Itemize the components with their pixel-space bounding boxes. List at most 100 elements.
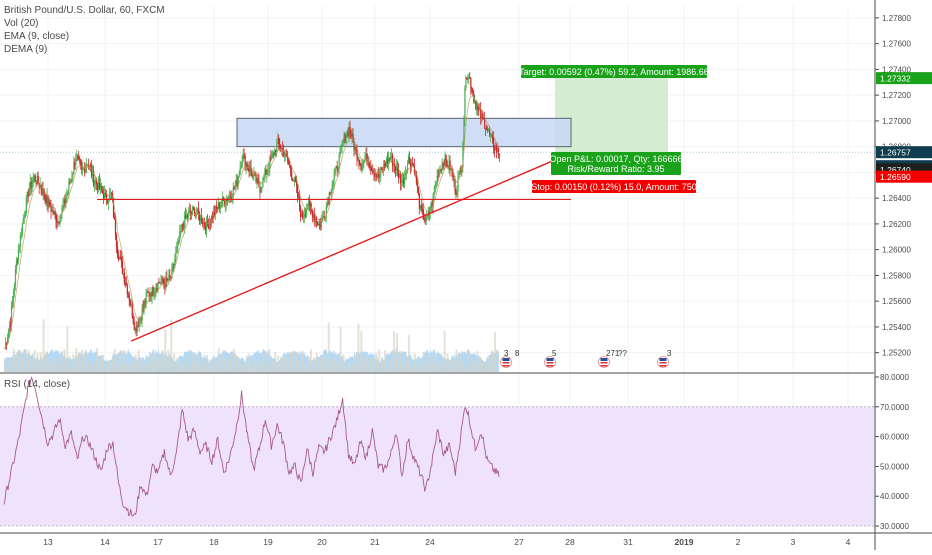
candle-body — [440, 169, 442, 171]
candle-body — [145, 292, 147, 304]
symbol-title[interactable]: British Pound/U.S. Dollar, 60, FXCM — [4, 5, 165, 16]
candle-body — [463, 119, 465, 144]
volume-bar — [250, 365, 253, 372]
volume-indicator-label[interactable]: Vol (20) — [4, 18, 39, 29]
candle-body — [367, 160, 369, 162]
candle-body — [298, 196, 300, 198]
candle-body — [290, 165, 292, 172]
candle-body — [293, 180, 295, 182]
candle-body — [102, 190, 104, 194]
event-flag-icon[interactable] — [657, 356, 669, 368]
candle-body — [340, 146, 342, 149]
event-markers[interactable]: 3 8 5 271?? 3 — [500, 349, 673, 368]
candle-body — [434, 186, 436, 193]
candle-body — [158, 282, 160, 283]
candle-body — [413, 165, 416, 173]
volume-bar — [113, 349, 116, 372]
candle-body — [308, 201, 311, 205]
time-tick-label: 17 — [153, 537, 163, 547]
volume-bar — [155, 354, 158, 372]
candle-body — [96, 180, 98, 185]
volume-bar — [167, 349, 170, 372]
event-flag-icon[interactable] — [598, 356, 610, 368]
volume-bar — [173, 353, 176, 372]
volume-bar — [416, 359, 419, 372]
volume-bar — [15, 352, 18, 372]
volume-bar — [280, 356, 283, 372]
candle-body — [5, 343, 8, 345]
candle-body — [417, 186, 420, 194]
candle-body — [137, 325, 139, 327]
candle-body — [330, 190, 332, 195]
candle-body — [481, 113, 483, 119]
candle-body — [36, 175, 38, 184]
candle-body — [255, 174, 257, 183]
volume-bar — [66, 326, 69, 372]
event-flag-icon[interactable] — [500, 356, 512, 368]
stop-price-tag-bg — [876, 170, 932, 183]
volume-bar — [81, 349, 84, 372]
volume-bar — [247, 353, 250, 372]
candle-body — [361, 166, 363, 170]
candle-body — [114, 218, 117, 236]
candles — [3, 72, 501, 350]
time-tick-label: 28 — [565, 537, 575, 547]
event-flag-icon[interactable] — [544, 356, 556, 368]
candle-body — [233, 187, 235, 190]
volume-bar — [194, 361, 197, 372]
volume-bar — [369, 358, 372, 372]
candle-body — [477, 106, 479, 109]
candle-body — [72, 172, 74, 177]
volume-bar — [440, 360, 443, 372]
candle-body — [67, 190, 69, 194]
candle-body — [472, 91, 474, 94]
volume-bar — [200, 365, 203, 372]
candle-body — [234, 186, 236, 190]
candle-body — [464, 88, 466, 120]
candle-body — [441, 163, 443, 171]
volume-bar — [42, 319, 45, 372]
candle-body — [19, 234, 22, 247]
candle-body — [424, 220, 426, 222]
dema-indicator-label[interactable]: DEMA (9) — [4, 44, 48, 55]
candle-body — [240, 167, 242, 168]
ema-indicator-label[interactable]: EMA (9, close) — [4, 31, 70, 42]
volume-bar — [90, 364, 93, 372]
candle-body — [211, 216, 214, 220]
candle-body — [32, 179, 34, 184]
candle-body — [262, 177, 264, 187]
rsi-tick-label: 60.0000 — [880, 433, 909, 442]
candle-body — [279, 144, 281, 149]
volume-bar — [202, 363, 205, 372]
volume-bar — [21, 357, 24, 372]
candle-body — [89, 165, 91, 167]
volume-bar — [455, 349, 458, 372]
volume-bar — [99, 358, 102, 372]
candle-body — [187, 215, 189, 217]
candle-body — [152, 287, 154, 296]
volume-bar — [134, 354, 137, 372]
candle-body — [267, 169, 269, 172]
rsi-indicator-label[interactable]: RSI (14, close) — [4, 379, 71, 390]
candle-body — [436, 176, 438, 185]
volume-bar — [170, 319, 173, 372]
volume-bar — [140, 357, 143, 372]
candle-body — [378, 172, 380, 179]
candle-body — [362, 162, 364, 167]
candle-body — [437, 176, 439, 178]
candle-body — [444, 155, 446, 166]
volume-bar — [128, 362, 131, 372]
candle-body — [259, 187, 261, 193]
candle-body — [337, 168, 339, 172]
target-price-tag-bg — [876, 72, 932, 85]
candle-body — [116, 246, 119, 255]
candle-body — [419, 205, 421, 209]
candle-body — [181, 224, 183, 231]
candle-body — [98, 180, 100, 190]
volume-bar — [482, 363, 485, 372]
candle-body — [314, 218, 317, 220]
candle-body — [195, 213, 197, 217]
candle-body — [399, 173, 401, 178]
